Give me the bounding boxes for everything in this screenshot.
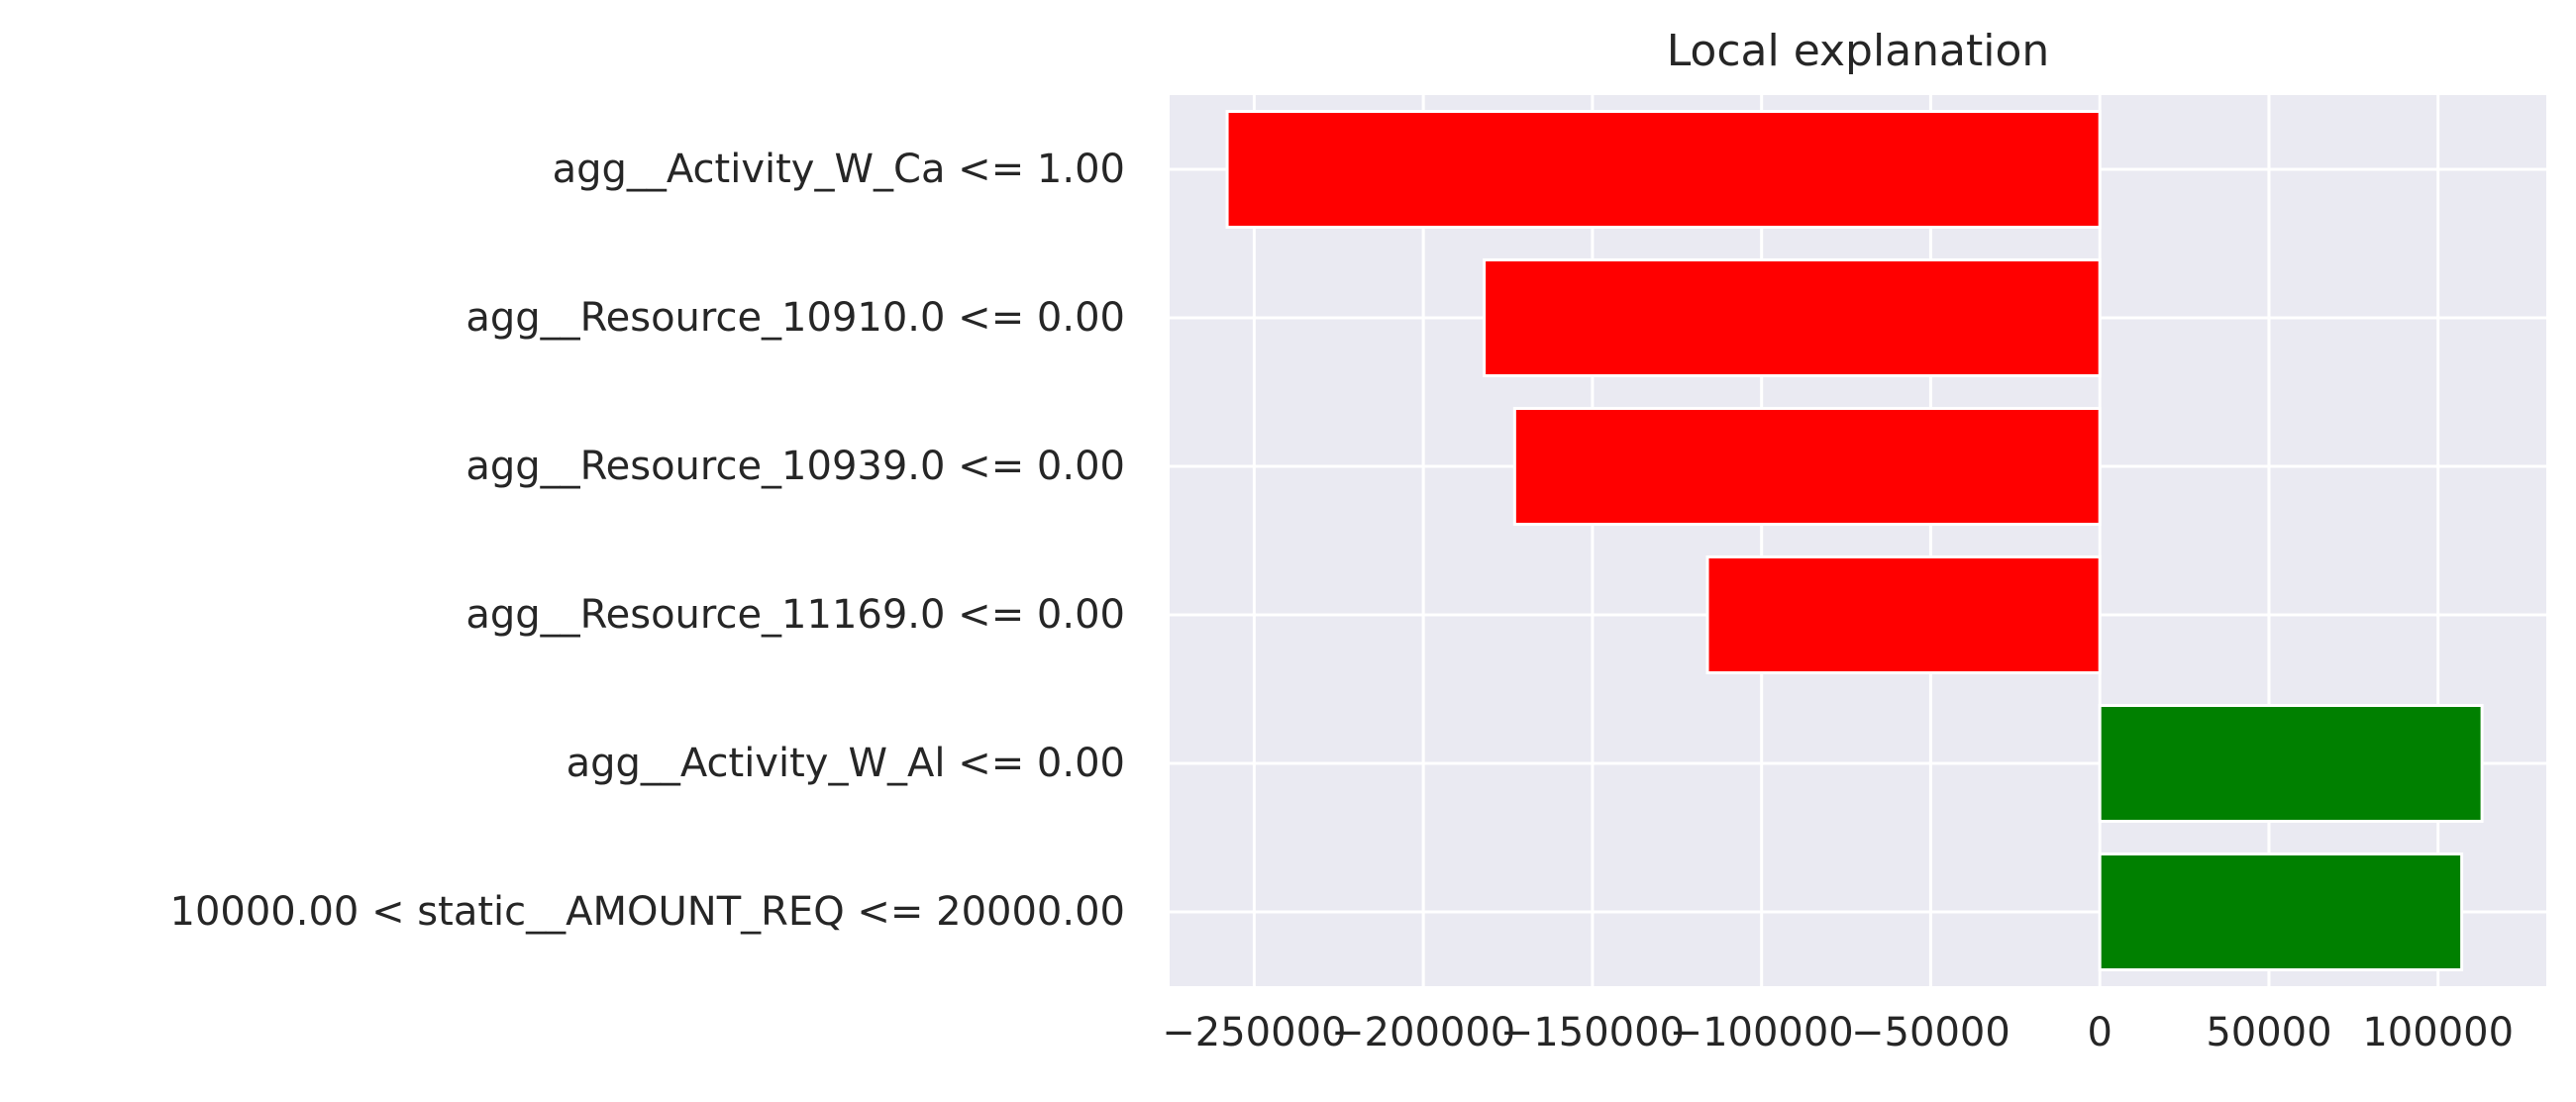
x-tick-label: −250000 <box>1162 1010 1346 1055</box>
bar <box>1225 110 2102 229</box>
x-tick-label: −100000 <box>1670 1010 1854 1055</box>
y-tick-label: agg__Resource_11169.0 <= 0.00 <box>465 592 1125 638</box>
y-tick-label: agg__Resource_10910.0 <= 0.00 <box>465 295 1125 341</box>
x-tick-labels: −250000−200000−150000−100000−50000 0 50000… <box>1162 1010 2514 1055</box>
x-tick-label: 100000 <box>2362 1010 2514 1055</box>
y-tick-label: 10000.00 < static__AMOUNT_REQ <= 20000.0… <box>170 889 1126 935</box>
y-tick-label: agg__Resource_10939.0 <= 0.00 <box>465 444 1125 489</box>
x-tick-label: 0 <box>2087 1010 2112 1055</box>
plot-background <box>1170 95 2546 986</box>
bars <box>1225 110 2484 971</box>
bar <box>1483 258 2102 377</box>
y-tick-labels: agg__Activity_W_Ca <= 1.00 agg__Resource_… <box>170 147 1126 935</box>
y-tick-label: agg__Activity_W_Al <= 0.00 <box>567 741 1125 786</box>
y-tick-label: agg__Activity_W_Ca <= 1.00 <box>553 147 1125 192</box>
x-tick-label: −200000 <box>1331 1010 1515 1055</box>
x-tick-label: 50000 <box>2206 1010 2331 1055</box>
bar <box>2098 852 2464 971</box>
x-tick-label: −50000 <box>1851 1010 2010 1055</box>
bar <box>1512 407 2102 526</box>
bar <box>2098 704 2484 823</box>
chart-title: Local explanation <box>1667 26 2050 76</box>
x-tick-label: −150000 <box>1500 1010 1685 1055</box>
bar <box>1705 555 2102 674</box>
